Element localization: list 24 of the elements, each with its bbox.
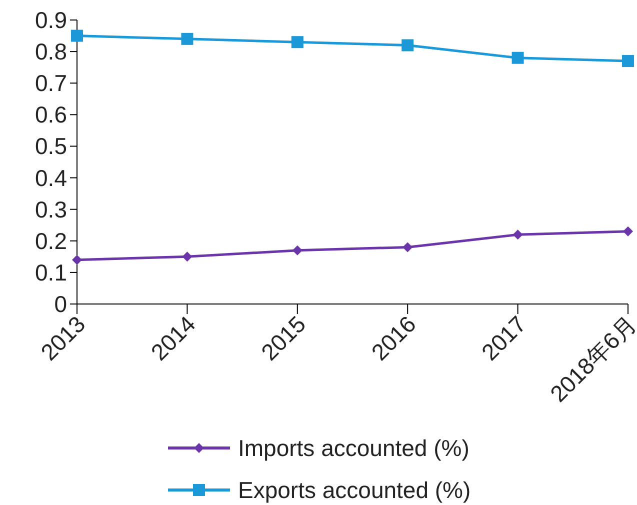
point — [402, 39, 414, 52]
point — [512, 230, 523, 240]
point — [291, 36, 304, 48]
y-tick-label: 0.2 — [35, 228, 67, 254]
y-tick-label: 0 — [54, 291, 67, 317]
point — [182, 252, 192, 262]
point — [71, 30, 83, 42]
point — [512, 52, 524, 64]
y-tick-label: 0.8 — [35, 38, 67, 65]
point — [623, 226, 633, 236]
legend-label: Imports accounted (%) — [238, 435, 470, 461]
point — [181, 32, 194, 45]
y-tick-label: 0.3 — [35, 196, 67, 222]
y-tick-label: 0.4 — [35, 164, 68, 191]
y-tick-label: 0.6 — [35, 102, 67, 128]
y-tick-label: 0.5 — [35, 133, 67, 160]
point — [292, 245, 302, 256]
legend-label: Exports accounted (%) — [238, 477, 471, 503]
point — [72, 254, 82, 265]
y-tick-label: 0.9 — [35, 7, 67, 33]
y-tick-label: 0.1 — [35, 259, 67, 286]
point — [622, 55, 634, 68]
y-tick-label: 0.7 — [35, 70, 67, 96]
point — [402, 242, 413, 252]
